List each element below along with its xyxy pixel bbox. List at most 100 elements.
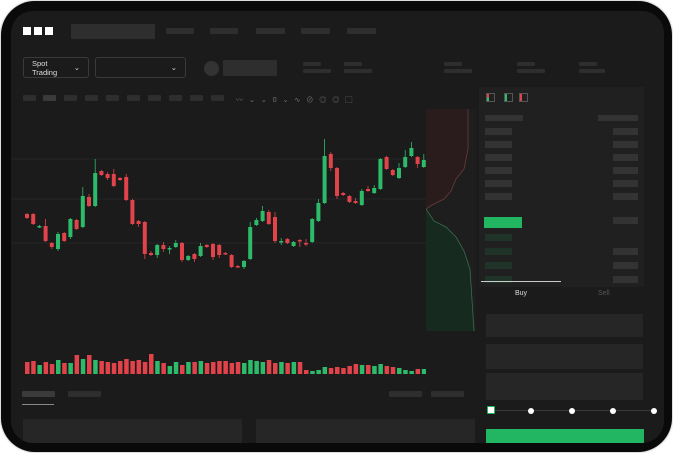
volume-bar — [279, 362, 284, 374]
volume-bar — [304, 370, 309, 374]
volume-bar — [260, 362, 266, 374]
buy-tab[interactable]: Buy — [515, 290, 528, 297]
nav-item[interactable] — [256, 28, 285, 34]
stat-label — [517, 62, 535, 66]
price-input[interactable] — [486, 314, 643, 337]
volume-bar — [353, 364, 359, 374]
candle — [378, 159, 383, 189]
tab-order-history[interactable] — [68, 391, 101, 397]
volume-bar — [186, 362, 191, 374]
stat-label — [344, 62, 362, 66]
volume-bar — [291, 362, 297, 374]
filter-button[interactable] — [389, 391, 422, 397]
volume-bar — [130, 361, 135, 374]
volume-bar — [384, 366, 390, 374]
timeframe-button[interactable] — [148, 95, 161, 101]
candle — [335, 168, 339, 196]
spot-trading-select[interactable]: Spot Trading ⌄ — [23, 57, 89, 78]
volume-bar — [62, 363, 67, 374]
timeframe-button[interactable] — [64, 95, 77, 101]
timeframe-button[interactable] — [85, 95, 98, 101]
ask-size — [613, 128, 638, 135]
candle — [180, 243, 184, 260]
candle — [49, 243, 54, 247]
volume-bar — [229, 363, 235, 374]
candle — [242, 261, 246, 267]
size — [613, 217, 638, 224]
slider-step[interactable] — [528, 408, 534, 414]
stat-value — [444, 69, 472, 73]
candle — [118, 178, 122, 180]
leverage-slider[interactable] — [487, 406, 657, 414]
orders-card — [23, 419, 242, 443]
volume-bar — [99, 361, 104, 374]
nav-item[interactable] — [166, 28, 194, 34]
volume-bar — [390, 367, 396, 374]
volume-bar — [180, 365, 185, 374]
slider-step[interactable] — [651, 408, 657, 414]
timeframe-button[interactable] — [23, 95, 36, 101]
candle — [198, 246, 203, 256]
filter-button[interactable] — [431, 391, 464, 397]
orderbook-sell-icon[interactable] — [519, 93, 528, 102]
candle — [130, 200, 135, 224]
volume-bar — [415, 369, 421, 374]
nav-item[interactable] — [347, 28, 376, 34]
timeframe-button[interactable] — [106, 95, 119, 101]
volume-bar — [378, 364, 383, 374]
pair-name-placeholder — [223, 60, 277, 76]
pair-select[interactable]: ⌄ — [95, 57, 186, 78]
volume-bar — [397, 368, 402, 374]
total-input[interactable] — [486, 373, 643, 400]
volume-bar — [403, 370, 408, 374]
volume-bar — [254, 361, 259, 374]
slider-step[interactable] — [610, 408, 616, 414]
bid-price — [485, 248, 512, 255]
volume-bar — [173, 362, 179, 374]
candle — [186, 256, 191, 260]
volume-bar — [248, 360, 253, 374]
candle — [149, 253, 153, 255]
orderbook-buy-icon[interactable] — [504, 93, 513, 102]
slider-step[interactable] — [569, 408, 575, 414]
drawing-tools-icon[interactable]: 〰⌄⌄0⌄∿⊘◎◎▢ — [236, 97, 359, 104]
bid-size — [613, 276, 638, 283]
bid-price — [485, 234, 512, 241]
ask-price — [485, 193, 512, 200]
volume-bar — [366, 365, 371, 374]
ask-price — [485, 128, 512, 135]
nav-item[interactable] — [301, 28, 330, 34]
volume-bar — [223, 361, 228, 374]
timeframe-button[interactable] — [43, 95, 56, 101]
ask-size — [613, 193, 638, 200]
orderbook-header — [485, 115, 523, 121]
timeframe-button[interactable] — [127, 95, 140, 101]
volume-bar — [142, 362, 148, 374]
nav-item[interactable] — [210, 28, 238, 34]
volume-bar — [335, 367, 340, 374]
slider-step[interactable] — [487, 406, 495, 414]
search-placeholder[interactable] — [71, 24, 155, 39]
candlestick-chart[interactable] — [11, 101, 426, 376]
orderbook-both-icon[interactable] — [486, 93, 495, 102]
sell-tab[interactable]: Sell — [598, 290, 610, 297]
candle — [390, 170, 395, 175]
ask-price — [485, 154, 512, 161]
volume-bar — [359, 365, 365, 374]
stat-value — [517, 69, 545, 73]
volume-bar — [105, 362, 111, 374]
timeframe-button[interactable] — [169, 95, 182, 101]
timeframe-button[interactable] — [190, 95, 203, 101]
candle — [273, 217, 277, 241]
volume-bar — [111, 363, 117, 374]
candle — [161, 245, 166, 249]
chevron-down-icon: ⌄ — [170, 63, 177, 72]
buy-button[interactable] — [486, 429, 644, 443]
candle — [25, 214, 29, 218]
timeframe-button[interactable] — [211, 95, 224, 101]
amount-input[interactable] — [486, 344, 643, 369]
tab-open-orders[interactable] — [22, 391, 55, 397]
candle — [403, 157, 408, 167]
candle — [223, 253, 228, 255]
candle — [56, 234, 60, 249]
